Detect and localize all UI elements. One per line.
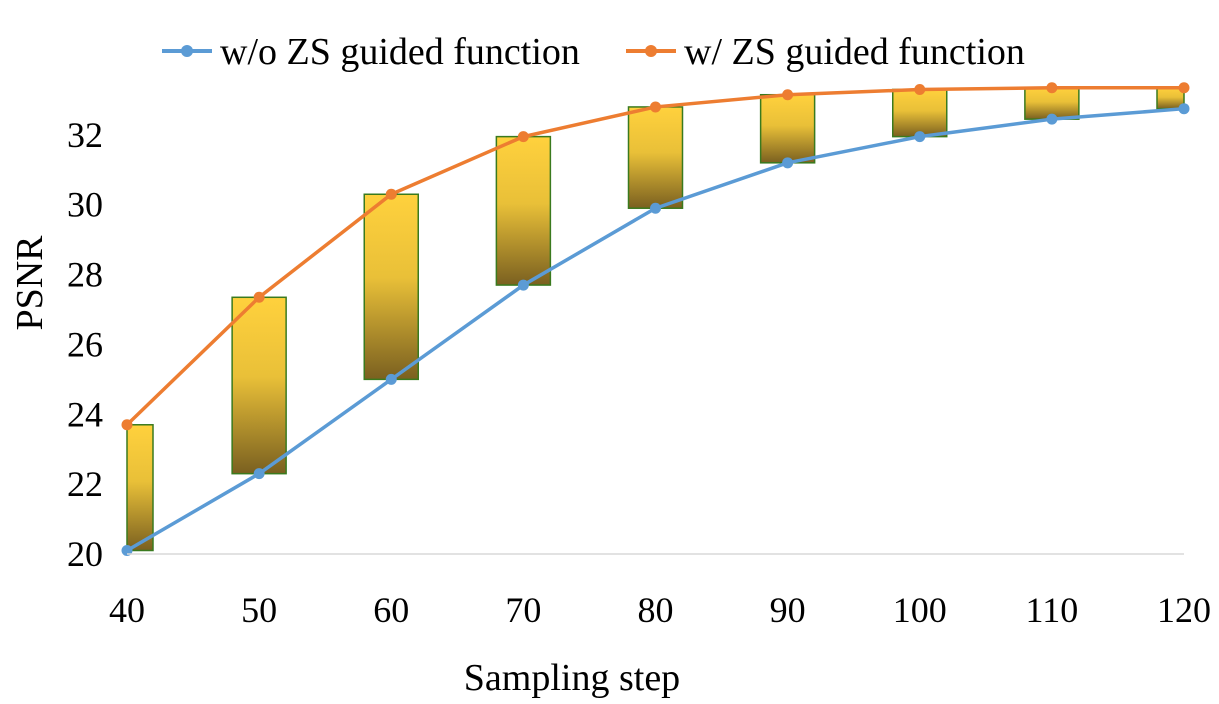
gain-bar xyxy=(892,88,948,138)
legend: w/o ZS guided function w/ ZS guided func… xyxy=(162,31,1025,73)
x-tick-label: 70 xyxy=(505,590,541,630)
y-tick-label: 28 xyxy=(67,255,103,295)
series-1-point xyxy=(650,202,661,214)
y-tick-label: 20 xyxy=(67,534,103,574)
series-2-point xyxy=(782,89,794,101)
gain-bar xyxy=(627,106,684,209)
series-1-point xyxy=(1046,113,1058,125)
series-points xyxy=(121,82,1190,557)
legend-dot-series-1 xyxy=(181,45,193,57)
y-tick-label: 30 xyxy=(67,185,103,225)
x-axis-title: Sampling step xyxy=(464,657,680,699)
series-2-point xyxy=(517,131,529,143)
series-2-point xyxy=(385,188,397,200)
legend-label-series-2: w/ ZS guided function xyxy=(684,31,1025,73)
gain-bars xyxy=(126,86,1185,552)
y-tick-label: 26 xyxy=(67,324,103,364)
series-2-point xyxy=(1178,82,1190,94)
y-tick-label: 24 xyxy=(67,394,103,434)
x-tick-label: 60 xyxy=(373,590,409,630)
gain-bar xyxy=(363,193,419,381)
x-tick-label: 50 xyxy=(241,590,277,630)
series-2-point xyxy=(650,101,661,113)
y-tick-label: 32 xyxy=(67,115,103,155)
series-2-point xyxy=(253,291,265,303)
series-1-point xyxy=(517,279,529,291)
series-2-point xyxy=(121,419,133,431)
x-tick-label: 110 xyxy=(1026,590,1079,630)
x-tick-label: 80 xyxy=(638,590,674,630)
gain-bar xyxy=(495,135,552,286)
series-1-point xyxy=(782,157,794,169)
y-axis-title: PSNR xyxy=(9,235,51,331)
gain-bar xyxy=(231,296,287,475)
y-axis-ticks: 20 22 24 26 28 30 32 xyxy=(67,115,103,574)
x-axis-ticks: 40 50 60 70 80 90 100 110 120 xyxy=(109,590,1211,630)
series-1-point xyxy=(253,468,265,480)
gain-bar xyxy=(759,93,816,164)
x-tick-label: 90 xyxy=(770,590,806,630)
series-1-point xyxy=(385,373,397,385)
gain-bar xyxy=(126,424,154,552)
legend-label-series-1: w/o ZS guided function xyxy=(220,31,580,73)
x-tick-label: 40 xyxy=(109,590,145,630)
x-tick-label: 120 xyxy=(1157,590,1211,630)
x-tick-label: 100 xyxy=(893,590,947,630)
legend-dot-series-2 xyxy=(645,45,657,57)
series-1-point xyxy=(914,131,926,143)
y-tick-label: 22 xyxy=(67,464,103,504)
series-2-point xyxy=(1046,82,1058,94)
series-1-point xyxy=(1178,103,1190,115)
series-2-point xyxy=(914,83,926,95)
